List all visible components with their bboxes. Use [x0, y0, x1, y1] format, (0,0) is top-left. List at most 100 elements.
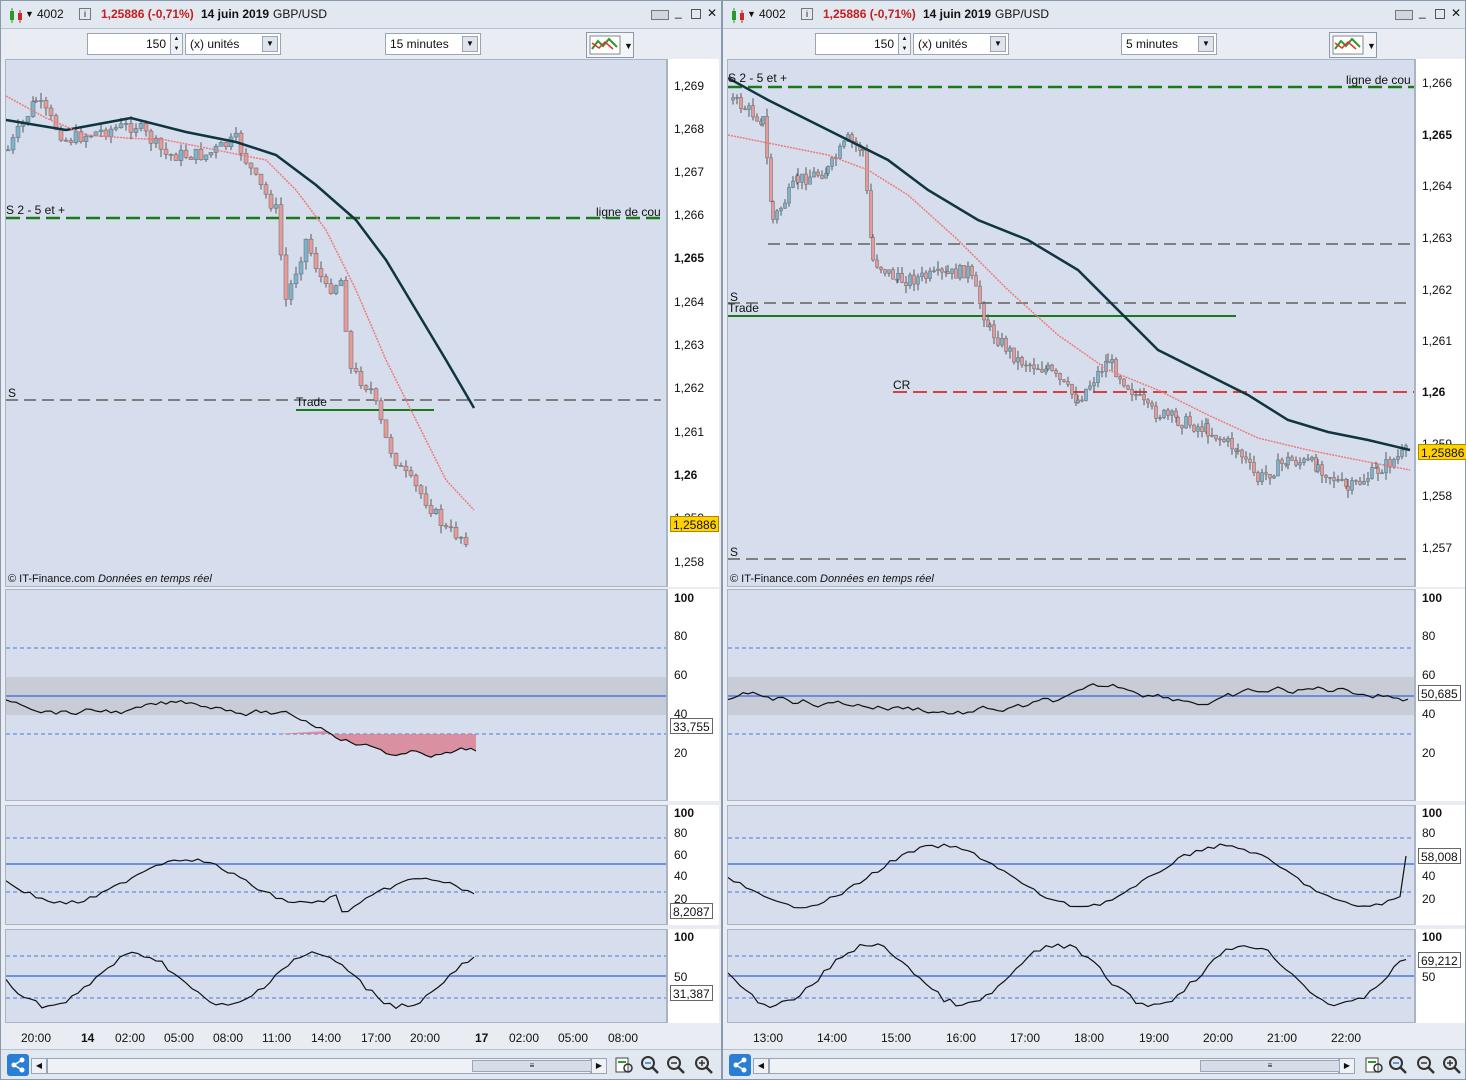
candle-body	[223, 142, 229, 147]
candle-body	[735, 97, 739, 99]
indicator-tick: 50	[674, 970, 688, 984]
candle-body	[388, 437, 394, 454]
time-axis[interactable]: 20:00 14 02:00 05:00 08:00 11:00 14:00 17:00 20:…	[5, 1027, 667, 1049]
time-axis[interactable]: 13:00 14:00 15:00 16:00 17:00 18:00 19:00 20:00…	[727, 1027, 1415, 1049]
candle-body	[800, 173, 804, 183]
candle-body	[755, 116, 759, 122]
zoom-in-icon[interactable]	[1441, 1054, 1463, 1076]
indicator-pane-2[interactable]	[727, 805, 1415, 925]
chevron-down-icon[interactable]: ▼	[1198, 36, 1214, 52]
units-value-field[interactable]: 150 ▲ ▼	[815, 33, 911, 55]
candle-body	[900, 272, 904, 283]
chevron-down-icon[interactable]: ▼	[262, 36, 278, 52]
candle-body	[333, 285, 339, 294]
units-mode-select[interactable]: (x) unités ▼	[913, 33, 1009, 55]
scrollbar-thumb[interactable]: ≡	[472, 1060, 592, 1072]
price-chart-pane[interactable]: S 2 - 5 et + ligne de cou S Trade CR S ©…	[727, 59, 1415, 587]
indicator-pane-1[interactable]	[5, 589, 667, 801]
units-spinner[interactable]: ▲ ▼	[170, 34, 182, 54]
candle-body	[153, 137, 159, 144]
value-badge: 50,685	[1418, 685, 1461, 701]
zoom-dates-icon[interactable]	[613, 1054, 635, 1076]
chevron-down-icon[interactable]: ▼	[462, 36, 478, 52]
indicator-axis-1: 100 80 60 40 20 33,755	[667, 589, 719, 801]
candle-body	[992, 324, 996, 339]
candle-body	[875, 259, 879, 268]
share-icon[interactable]	[729, 1054, 751, 1076]
indicator-pane-1[interactable]	[727, 589, 1415, 801]
scroll-left-button[interactable]: ◀	[31, 1058, 47, 1074]
indicator-pane-3[interactable]	[727, 929, 1415, 1023]
price-axis[interactable]: 1,2661,2651,2641,2631,2621,2611,261,2591…	[1415, 59, 1466, 587]
scroll-right-button[interactable]: ▶	[1339, 1058, 1355, 1074]
units-spinner[interactable]: ▲ ▼	[898, 34, 910, 54]
candle-body	[1328, 477, 1332, 479]
candle-body	[962, 265, 966, 279]
candle-body	[343, 280, 349, 332]
horizontal-scrollbar[interactable]: ≡	[47, 1058, 592, 1074]
candle-body	[1310, 457, 1314, 461]
keyboard-icon[interactable]	[651, 10, 669, 20]
units-mode-select[interactable]: (x) unités ▼	[185, 33, 281, 55]
scrollbar-thumb[interactable]: ≡	[1200, 1060, 1340, 1072]
indicator-tick: 100	[674, 806, 695, 820]
price-tick: 1,264	[1422, 179, 1453, 193]
keyboard-icon[interactable]	[1395, 10, 1413, 20]
price-axis[interactable]: 1,269 1,268 1,267 1,266 1,265 1,264 1,263 1,262…	[667, 59, 720, 587]
zoom-out-icon[interactable]	[1415, 1054, 1437, 1076]
scroll-left-button[interactable]: ◀	[753, 1058, 769, 1074]
candle-body	[308, 238, 314, 254]
credit-label: © IT-Finance.com Données en temps réel	[730, 573, 934, 585]
candle-body	[1302, 458, 1306, 463]
indicator-line	[728, 843, 1407, 909]
chevron-down-icon[interactable]: ▼	[990, 36, 1006, 52]
moving-average-slow	[6, 116, 476, 409]
indicator-tick: 80	[674, 826, 688, 840]
candle-body	[393, 453, 399, 466]
timeframe-select[interactable]: 5 minutes ▼	[1121, 33, 1217, 55]
price-tick: 1,266	[674, 208, 705, 222]
timeframe-select[interactable]: 15 minutes ▼	[385, 33, 481, 55]
indicator-tick: 40	[674, 707, 688, 721]
minimize-button[interactable]: _	[675, 5, 682, 19]
candle-body	[15, 125, 21, 138]
candle-body	[138, 123, 144, 129]
info-icon[interactable]: i	[801, 8, 813, 20]
time-tick: 13:00	[753, 1031, 784, 1045]
zoom-fit-icon[interactable]	[639, 1054, 661, 1076]
time-tick: 08:00	[608, 1031, 639, 1045]
units-value-field[interactable]: 150 ▲ ▼	[87, 33, 183, 55]
price-chart-pane[interactable]: S 2 - 5 et + ligne de cou S Trade © IT-F…	[5, 59, 667, 587]
dropdown-arrow-icon[interactable]: ▼	[747, 9, 756, 19]
candle-body	[278, 204, 284, 256]
zoom-out-icon[interactable]	[665, 1054, 687, 1076]
candle-body	[1080, 399, 1084, 402]
cr-label: CR	[893, 378, 911, 392]
candle-body	[743, 108, 747, 110]
info-icon[interactable]: i	[79, 8, 91, 20]
indicator-pane-2[interactable]	[5, 805, 667, 925]
dropdown-arrow-icon[interactable]: ▼	[25, 9, 34, 19]
close-button[interactable]: ✕	[1451, 6, 1462, 20]
price-change: 1,25886 (-0,71%)	[823, 7, 916, 21]
maximize-button[interactable]	[691, 9, 701, 19]
candle-body	[1280, 459, 1284, 464]
scroll-right-button[interactable]: ▶	[591, 1058, 607, 1074]
indicators-button[interactable]: ▼	[586, 32, 634, 58]
indicator-pane-3[interactable]	[5, 929, 667, 1023]
candle-body	[946, 271, 950, 274]
candle-body	[1122, 378, 1126, 387]
minimize-button[interactable]: _	[1419, 5, 1426, 19]
indicator-line	[728, 683, 1409, 715]
share-icon[interactable]	[7, 1054, 29, 1076]
price-tick: 1,265	[674, 251, 705, 265]
candle-body	[769, 157, 773, 202]
maximize-button[interactable]	[1435, 9, 1445, 19]
indicators-button[interactable]: ▼	[1329, 32, 1377, 58]
zoom-fit-icon[interactable]	[1387, 1054, 1409, 1076]
candle-body	[958, 265, 962, 279]
horizontal-scrollbar[interactable]: ≡	[769, 1058, 1340, 1074]
close-button[interactable]: ✕	[707, 6, 718, 20]
zoom-dates-icon[interactable]	[1363, 1054, 1385, 1076]
zoom-in-icon[interactable]	[693, 1054, 715, 1076]
